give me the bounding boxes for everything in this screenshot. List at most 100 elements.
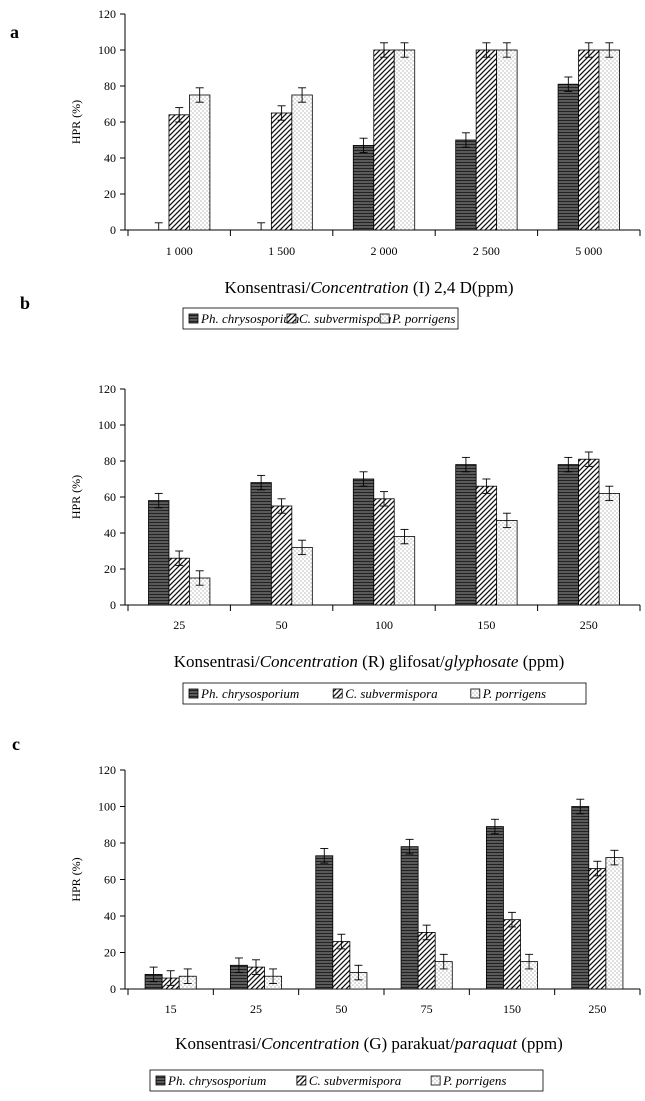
y-tick-label: 20 [104,946,116,960]
legend-label: P. porrigens [391,311,455,326]
legend-label: P. porrigens [482,686,546,701]
y-tick-label: 60 [104,490,116,504]
error-bar [175,107,184,123]
error-bar [400,42,409,58]
x-tick-label: 250 [588,1002,606,1016]
x-tick-label: 1 500 [268,244,295,258]
x-tick-label: 25 [250,1002,262,1016]
error-bar [337,933,346,950]
error-bar [461,132,470,148]
x-tick-label: 15 [165,1002,177,1016]
error-bar [502,42,511,58]
error-bar [584,42,593,58]
legend-swatch [188,688,199,699]
error-bar [154,222,163,230]
error-bar [257,474,266,491]
legend: Ph. chrysosporium C. subvermispora P. porr… [182,682,587,705]
error-bar [195,570,204,586]
error-bar [482,478,491,494]
x-tick-label: 150 [503,1002,521,1016]
x-tick-label: 2 500 [473,244,500,258]
bar [605,857,624,990]
bar [503,919,521,990]
y-tick-label: 60 [104,115,116,129]
legend-box [182,682,587,705]
y-tick-label: 60 [104,873,116,887]
error-bar [354,964,363,981]
y-axis-label: HPR (%) [69,857,83,901]
legend-swatch [286,313,297,324]
bar [400,846,419,990]
x-tick-label: 75 [421,1002,433,1016]
legend-box [182,307,459,330]
error-bar [584,451,593,467]
error-bar [380,42,388,58]
bar [496,49,518,231]
legend: Ph. chrysosporium C. subvermispora P. porr… [149,1069,544,1092]
x-tick-label: 2 000 [371,244,398,258]
x-tick-label: 150 [477,618,495,632]
legend-label: Ph. chrysosporium [167,1073,266,1088]
error-bar [183,968,192,984]
bar [250,482,272,606]
error-bar [298,539,307,556]
y-tick-label: 120 [98,763,116,777]
bar [148,500,170,606]
error-bar [400,528,409,545]
bar [393,536,416,606]
bar [571,806,590,990]
error-bar [175,550,184,566]
error-bar [277,498,286,514]
y-tick-label: 80 [104,79,116,93]
bar [291,94,313,231]
error-bar [564,456,573,473]
bar [455,139,477,231]
legend-swatch [379,313,390,324]
error-bar [422,924,431,941]
x-axis-label: Konsentrasi/Concentration (R) glifosat/g… [174,652,565,671]
legend-item: C. subvermispora [296,1073,402,1088]
bar [270,505,293,606]
bar [475,485,498,606]
x-tick-label: 50 [335,1002,347,1016]
legend-swatch [430,1075,441,1086]
bar [598,49,620,231]
x-tick-label: 50 [276,618,288,632]
y-tick-label: 100 [98,43,116,57]
y-tick-label: 40 [104,526,116,540]
error-bar [605,42,614,58]
error-bar [154,492,163,509]
bar [373,49,395,231]
legend-label: Ph. chrysosporium [200,686,299,701]
legend-swatch [470,688,481,699]
panel-label: a [10,22,19,42]
error-bar [257,222,266,230]
x-tick-label: 250 [580,618,598,632]
bar [315,855,334,990]
legend-label: P. porrigens [442,1073,506,1088]
x-tick-label: 5 000 [575,244,602,258]
error-bar [508,911,516,928]
bar [373,498,395,606]
panel-label: c [12,734,20,754]
error-bar [439,953,448,970]
legend-item: P. porrigens [430,1073,506,1088]
x-axis-label: Konsentrasi/Concentration (G) parakuat/p… [175,1034,563,1053]
error-bar [195,87,204,103]
bar [588,868,607,990]
error-bar [277,105,286,121]
y-tick-label: 40 [104,151,116,165]
bar [352,478,375,606]
bar [475,49,498,231]
error-bar [298,87,307,103]
y-axis-label: HPR (%) [69,475,83,519]
error-bar [525,953,534,970]
legend-swatch [188,313,199,324]
error-bar [234,957,243,974]
bar [557,83,579,231]
bar [417,932,436,990]
y-tick-label: 20 [104,562,116,576]
bar [291,547,313,606]
error-bar [405,838,414,855]
